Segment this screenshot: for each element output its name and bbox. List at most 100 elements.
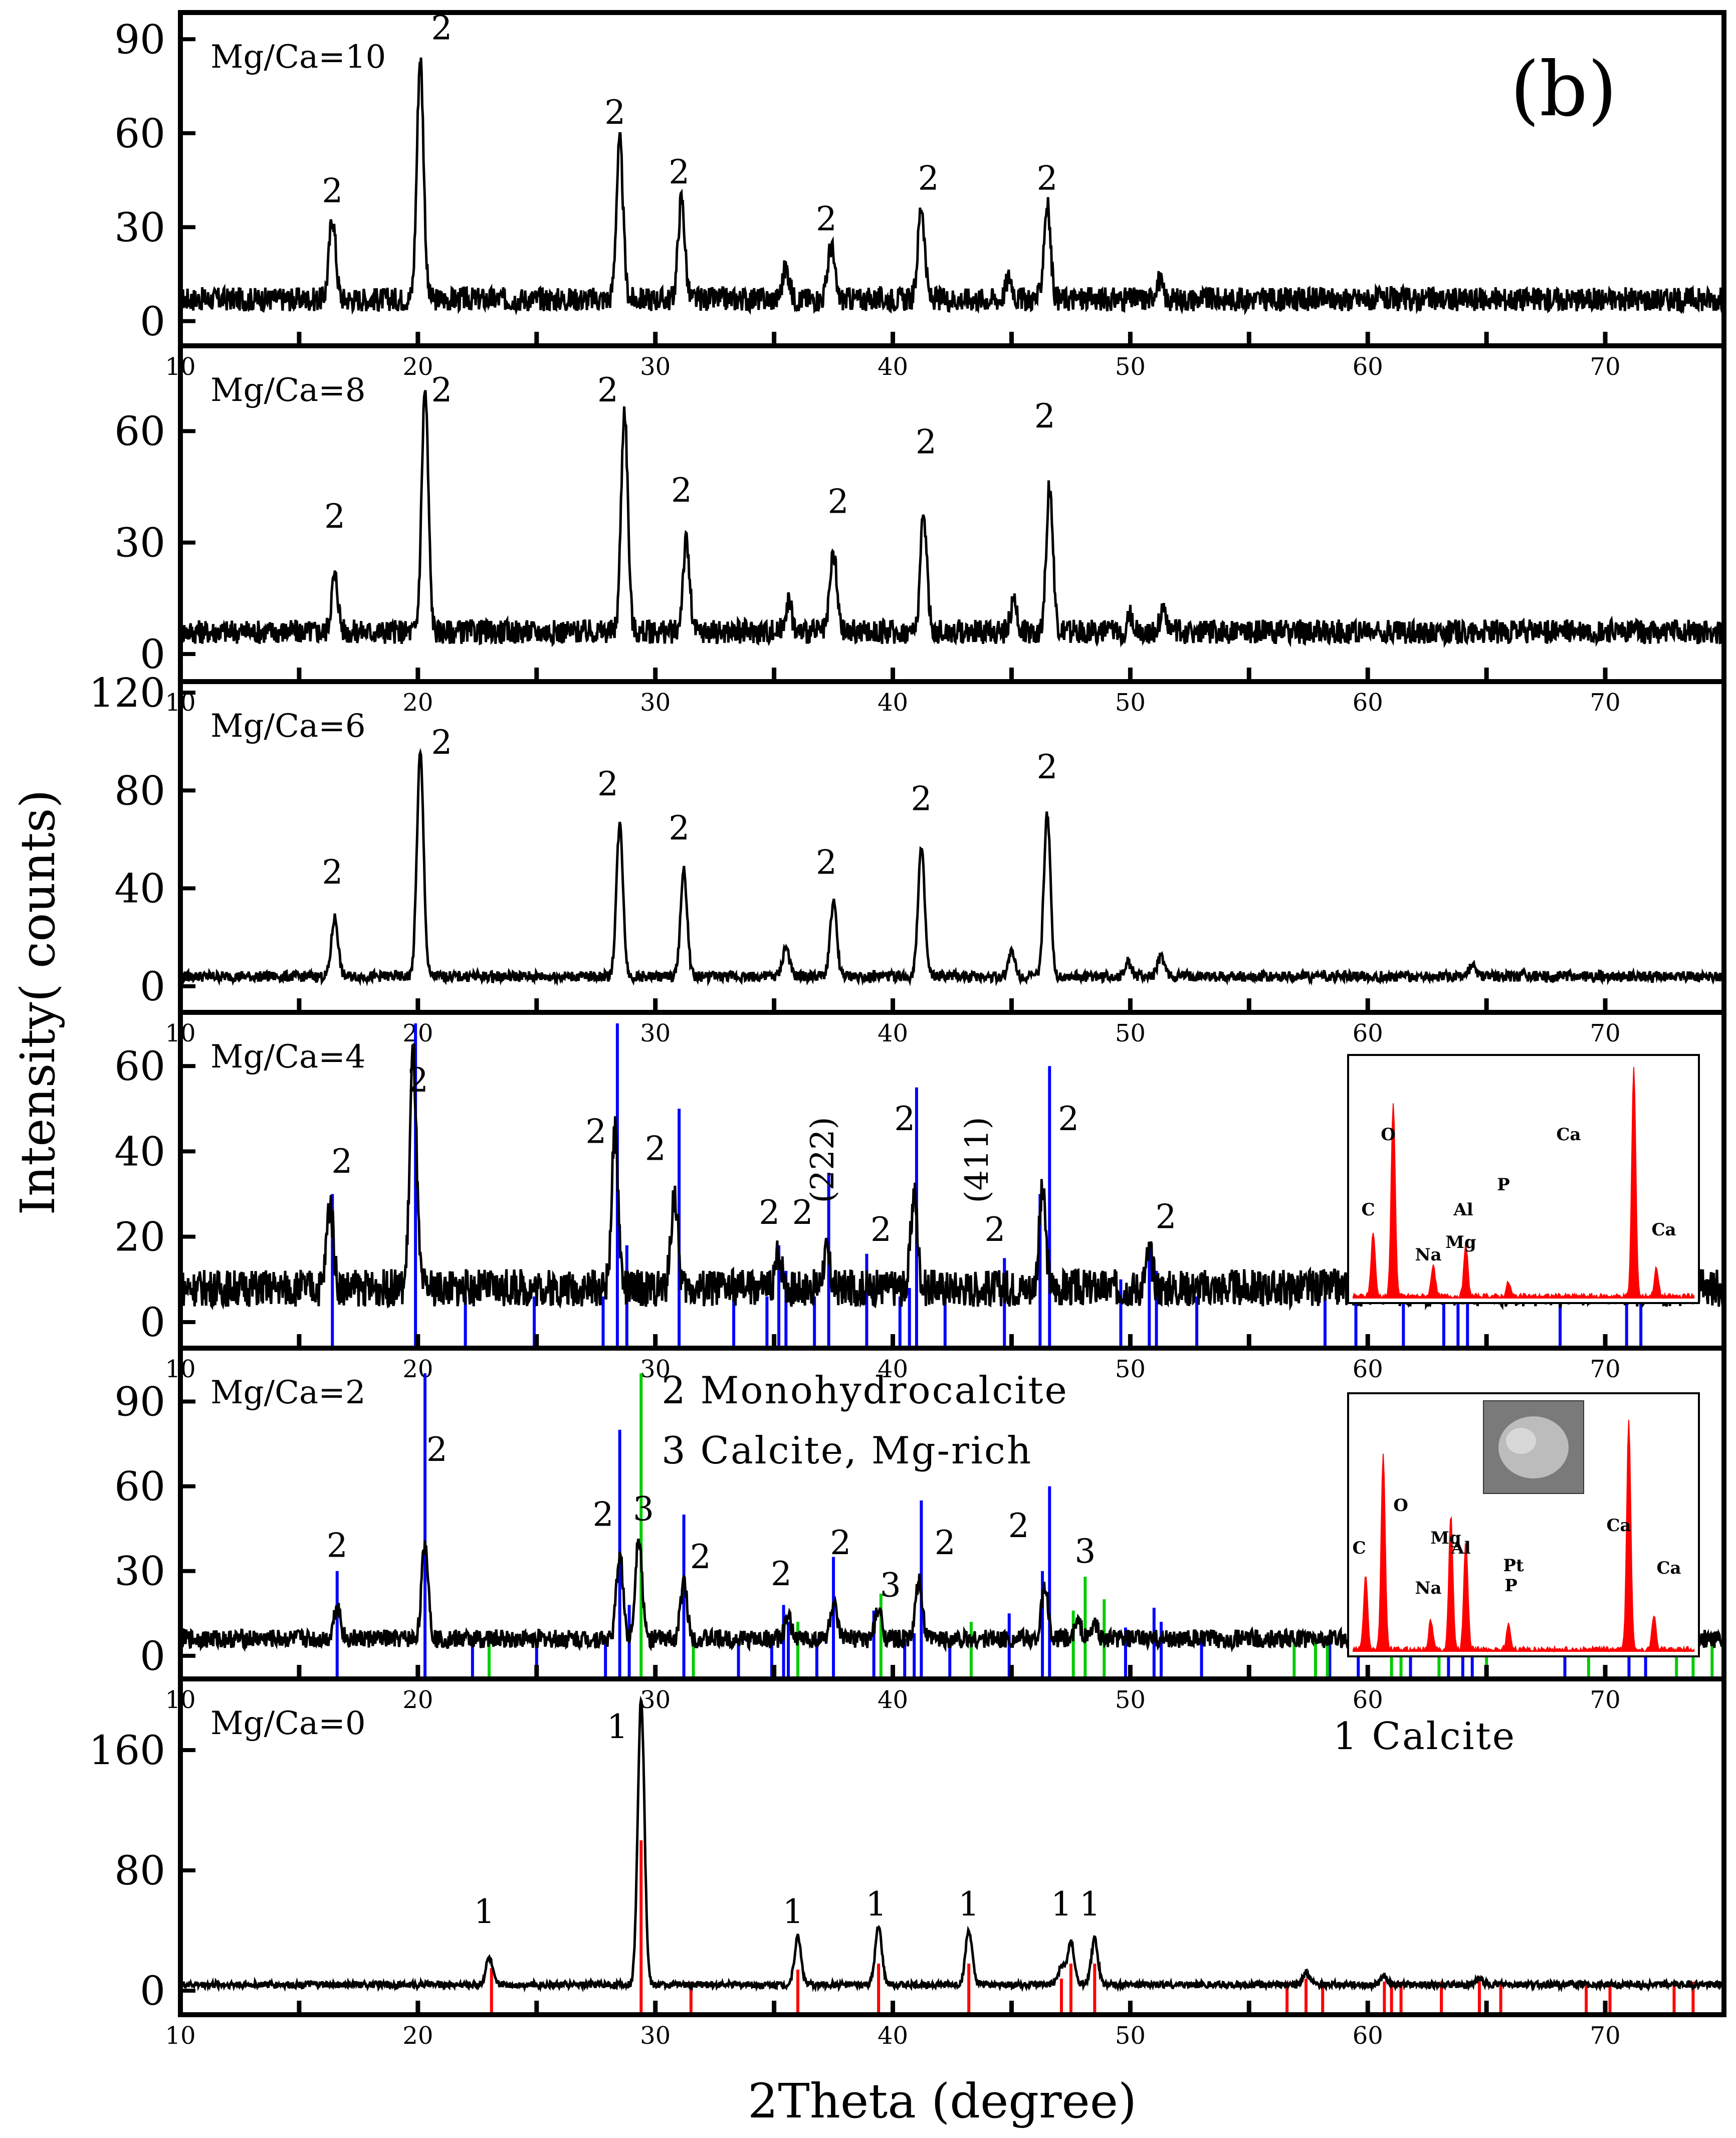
peak-label: 2	[771, 1555, 792, 1593]
y-tick-label: 60	[114, 110, 165, 157]
x-tick-label: 60	[1353, 353, 1383, 381]
eds-spectrum	[1353, 1067, 1694, 1300]
y-tick-label: 40	[114, 1128, 165, 1175]
diffraction-pattern	[179, 748, 1725, 987]
peak-label: 2	[918, 159, 939, 197]
x-tick-label: 70	[1590, 1686, 1621, 1714]
eds-element-label: C	[1361, 1200, 1375, 1220]
y-axis-label: Intensity( counts)	[11, 789, 66, 1215]
peak-label: 1	[783, 1892, 804, 1931]
x-tick-label: 40	[878, 1019, 908, 1047]
peak-label: 2	[1037, 748, 1058, 786]
eds-element-label: Mg	[1445, 1232, 1476, 1252]
phase-legend: 3 Calcite, Mg-rich	[662, 1428, 1032, 1472]
y-tick-label: 40	[114, 866, 165, 912]
peak-label: 2	[1008, 1507, 1029, 1545]
peak-label: 2	[871, 1210, 892, 1249]
diffraction-pattern	[179, 1695, 1725, 1993]
x-tick-label: 50	[1115, 1355, 1146, 1383]
y-tick-label: 0	[140, 631, 165, 678]
eds-inset-frame	[1347, 1054, 1700, 1304]
y-tick-label: 60	[114, 1043, 165, 1090]
x-tick-label: 40	[878, 2022, 908, 2050]
peak-label: 3	[880, 1566, 901, 1604]
peak-label: 2	[1155, 1198, 1176, 1236]
peak-label: 2	[1034, 397, 1055, 436]
diffraction-pattern	[179, 389, 1725, 649]
peak-label: 2	[816, 200, 837, 239]
y-tick-label: 90	[114, 16, 165, 63]
peak-label: 2	[327, 1527, 348, 1565]
peak-label: 2	[828, 482, 849, 521]
eds-element-label: P	[1504, 1576, 1517, 1596]
peak-label: 2	[407, 1061, 428, 1100]
peak-label: 3	[1074, 1532, 1096, 1571]
peak-label: 2	[792, 1193, 813, 1232]
x-tick-label: 30	[640, 353, 671, 381]
x-tick-label: 60	[1353, 1686, 1383, 1714]
eds-element-label: C	[1352, 1538, 1366, 1558]
peak-label: 2	[671, 471, 692, 510]
x-tick-label: 50	[1115, 689, 1146, 717]
phase-legend: 1 Calcite	[1333, 1714, 1516, 1758]
y-tick-label: 90	[114, 1379, 165, 1425]
eds-element-label: Al	[1453, 1200, 1473, 1220]
peak-label: 2	[431, 9, 452, 47]
sample-label: Mg/Ca=6	[210, 708, 366, 745]
eds-element-label: Mg	[1430, 1528, 1461, 1548]
eds-element-label: Pt	[1503, 1556, 1524, 1576]
eds-element-label: Ca	[1606, 1516, 1631, 1536]
peak-label: 2	[431, 723, 452, 762]
peak-label: 2	[331, 1142, 352, 1181]
plot-frame	[178, 1676, 1726, 2017]
peak-label: 1	[1079, 1885, 1101, 1923]
peak-label: 1	[607, 1707, 628, 1746]
y-tick-label: 160	[89, 1727, 165, 1774]
x-tick-label: 70	[1590, 689, 1621, 717]
sem-particle-highlight	[1506, 1428, 1536, 1454]
sample-label: Mg/Ca=8	[210, 372, 366, 409]
peak-label: 1	[865, 1885, 887, 1923]
y-tick-label: 0	[140, 1968, 165, 2014]
peak-label: 2	[669, 809, 690, 847]
y-tick-label: 0	[140, 1299, 165, 1346]
y-tick-label: 60	[114, 408, 165, 455]
y-tick-label: 0	[140, 963, 165, 1010]
y-tick-label: 20	[114, 1214, 165, 1260]
peak-label: 2	[984, 1210, 1005, 1249]
peak-label: 2	[830, 1524, 851, 1562]
peak-label: 2	[690, 1538, 711, 1576]
eds-element-label: P	[1497, 1175, 1510, 1195]
x-tick-label: 70	[1590, 1019, 1621, 1047]
panel-label: (b)	[1510, 46, 1617, 133]
eds-element-label: Na	[1415, 1578, 1441, 1598]
peak-label: 2	[759, 1193, 780, 1232]
x-tick-label: 30	[640, 2022, 671, 2050]
peak-label: 2	[1058, 1100, 1079, 1138]
x-tick-label: 30	[640, 1355, 671, 1383]
x-tick-label: 40	[878, 353, 908, 381]
eds-element-label: O	[1381, 1125, 1396, 1145]
eds-element-label: Al	[1450, 1538, 1470, 1558]
x-axis-label: 2Theta (degree)	[748, 2074, 1137, 2129]
x-tick-label: 60	[1353, 1355, 1383, 1383]
y-tick-label: 0	[140, 298, 165, 345]
x-tick-label: 60	[1353, 689, 1383, 717]
x-tick-label: 60	[1353, 1019, 1383, 1047]
peak-label: 1	[958, 1885, 979, 1923]
eds-element-label: O	[1393, 1495, 1408, 1516]
eds-element-label: Ca	[1656, 1558, 1681, 1578]
hkl-annotation: (222)	[804, 1117, 841, 1203]
x-tick-label: 20	[402, 1019, 433, 1047]
peak-label: 2	[592, 1495, 613, 1534]
peak-label: 2	[426, 1430, 448, 1469]
y-tick-label: 30	[114, 1548, 165, 1595]
peak-label: 2	[645, 1129, 666, 1168]
y-tick-label: 80	[114, 1847, 165, 1894]
